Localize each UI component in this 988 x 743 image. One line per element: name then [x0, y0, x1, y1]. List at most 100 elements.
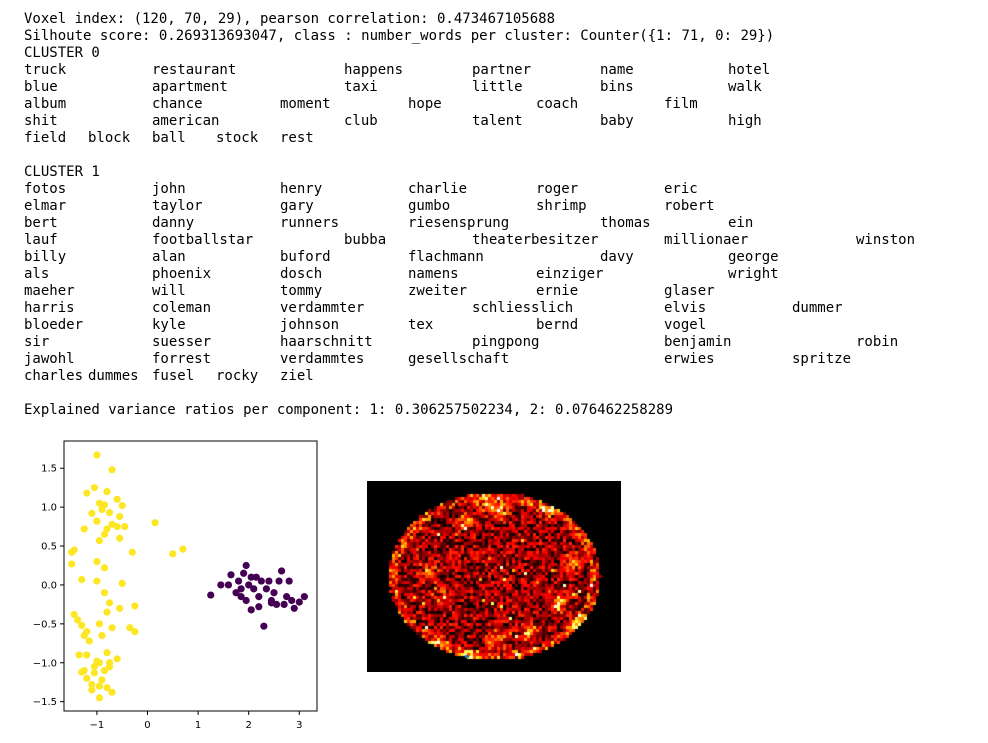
yellow-point — [80, 525, 88, 533]
yellow-point — [103, 525, 111, 533]
yellow-point — [67, 560, 76, 568]
cluster-word: coleman — [152, 300, 212, 316]
purple-point — [257, 577, 265, 585]
cluster-word: ein — [728, 215, 754, 231]
yellow-point — [95, 659, 104, 667]
x-tick-label: 0 — [144, 720, 150, 731]
purple-point — [283, 593, 291, 601]
cluster-word: ziel — [280, 368, 314, 384]
cluster-word: elvis — [664, 300, 707, 316]
y-tick-label: 1.5 — [41, 464, 57, 475]
cluster-word: robin — [856, 334, 899, 350]
purple-point — [240, 569, 248, 577]
cluster-word: glaser — [664, 283, 715, 299]
x-tick-label: 2 — [246, 720, 252, 731]
cluster-word: winston — [856, 232, 916, 248]
cluster-1-block: CLUSTER 1 fotos john henry charlie roger… — [24, 164, 984, 402]
cluster-row: bloeder kyle johnson tex bernd vogel — [24, 317, 984, 334]
purple-point — [224, 581, 233, 589]
cluster-word: millionaer — [664, 232, 749, 248]
cluster-word: zweiter — [408, 283, 468, 299]
cluster-word: bert — [24, 215, 58, 231]
cluster-word: thomas — [600, 215, 651, 231]
yellow-point — [88, 509, 96, 517]
cluster-word: chance — [152, 96, 203, 112]
yellow-point — [113, 522, 121, 531]
purple-point — [232, 589, 240, 597]
cluster-word: phoenix — [152, 266, 212, 282]
yellow-point — [78, 575, 86, 584]
cluster-word: little — [472, 79, 523, 95]
yellow-point — [95, 682, 104, 690]
cluster-word: happens — [344, 62, 404, 78]
cluster-row: blue apartment taxi little bins walk — [24, 79, 984, 96]
yellow-point — [98, 505, 106, 514]
brain-slice-image — [367, 481, 621, 672]
cluster-word: kyle — [152, 317, 186, 333]
yellow-point — [95, 620, 104, 628]
yellow-point — [70, 610, 78, 619]
cluster-word: film — [664, 96, 698, 112]
cluster-word: american — [152, 113, 220, 129]
cluster-word: robert — [664, 198, 715, 214]
voxel-line: Voxel index: (120, 70, 29), pearson corr… — [24, 11, 556, 27]
cluster-word: theaterbesitzer — [472, 232, 599, 248]
yellow-point — [93, 451, 101, 459]
cluster-row: fotos john henry charlie roger eric — [24, 181, 984, 198]
yellow-point — [121, 522, 129, 531]
purple-point — [290, 604, 298, 612]
text-output: Voxel index: (120, 70, 29), pearson corr… — [24, 11, 984, 419]
purple-point — [247, 573, 255, 581]
purple-point — [227, 571, 235, 579]
cluster-word: harris — [24, 300, 75, 316]
cluster-word: haarschnitt — [280, 334, 373, 350]
purple-point — [270, 589, 278, 597]
yellow-point — [151, 519, 159, 527]
purple-point — [207, 591, 215, 599]
cluster-word: elmar — [24, 198, 67, 214]
cluster-word: bubba — [344, 232, 387, 248]
cluster-word: george — [728, 249, 779, 265]
yellow-point — [100, 564, 109, 572]
cluster-word: club — [344, 113, 378, 129]
cluster-row: album chance moment hope coach film — [24, 96, 984, 113]
cluster-word: namens — [408, 266, 459, 282]
yellow-point — [93, 577, 101, 585]
cluster-word: verdammter — [280, 300, 365, 316]
cluster-row: billy alan buford flachmann davy george — [24, 249, 984, 266]
y-tick-label: 1.0 — [41, 503, 57, 514]
cluster-row: elmar taylor gary gumbo shrimp robert — [24, 198, 984, 215]
yellow-point — [88, 680, 96, 689]
cluster-0-block: CLUSTER 0 truck restaurant happens partn… — [24, 45, 984, 164]
cluster-word: lauf — [24, 232, 58, 248]
purple-point — [234, 577, 243, 585]
purple-point — [217, 581, 225, 589]
yellow-point — [126, 624, 134, 632]
cluster-word: john — [152, 181, 186, 197]
yellow-point — [100, 589, 109, 597]
yellow-point — [105, 663, 114, 671]
cluster-word: buford — [280, 249, 331, 265]
yellow-point — [118, 579, 126, 587]
yellow-point — [103, 684, 111, 692]
yellow-point — [128, 548, 136, 556]
cluster-word: alan — [152, 249, 186, 265]
cluster-word: bins — [600, 79, 634, 95]
cluster-word: danny — [152, 215, 195, 231]
cluster-word: gary — [280, 198, 314, 214]
yellow-point — [100, 530, 109, 538]
yellow-point — [83, 489, 91, 497]
cluster-row: charles dummes fusel rocky ziel — [24, 368, 984, 385]
yellow-point — [67, 548, 76, 556]
cluster-word: taxi — [344, 79, 378, 95]
cluster-word: rocky — [216, 368, 259, 384]
yellow-point — [88, 686, 96, 694]
cluster-word: davy — [600, 249, 634, 265]
yellow-point — [93, 558, 101, 566]
x-tick-label: 1 — [195, 720, 201, 731]
cluster-word: ernie — [536, 283, 579, 299]
purple-point — [237, 585, 245, 593]
cluster-word: einziger — [536, 266, 604, 282]
cluster-word: sir — [24, 334, 50, 350]
yellow-point — [113, 655, 121, 663]
